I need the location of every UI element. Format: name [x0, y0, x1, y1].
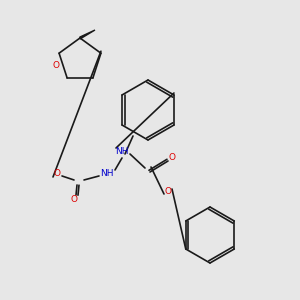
Text: O: O	[164, 188, 172, 196]
Text: O: O	[53, 169, 61, 178]
Text: NH: NH	[100, 169, 114, 178]
Text: O: O	[70, 196, 77, 205]
Text: O: O	[52, 61, 59, 70]
Text: NH: NH	[115, 148, 129, 157]
Text: O: O	[169, 154, 176, 163]
Polygon shape	[80, 30, 95, 39]
